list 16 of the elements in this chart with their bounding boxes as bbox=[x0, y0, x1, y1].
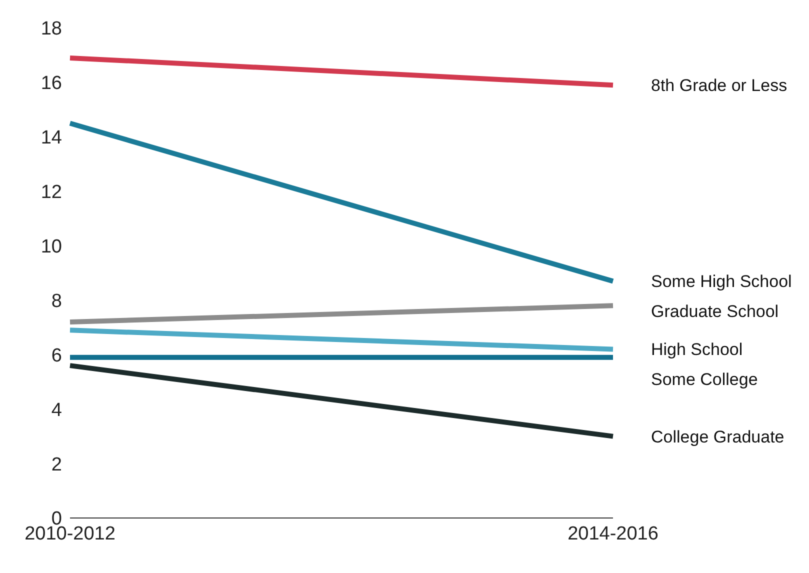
y-tick-label: 2 bbox=[51, 454, 62, 476]
text: Some College bbox=[651, 370, 758, 390]
y-tick-label: 4 bbox=[51, 400, 62, 421]
text: High School bbox=[651, 340, 743, 360]
y-tick-label: 10 bbox=[40, 236, 62, 258]
y-tick-label: 6 bbox=[51, 345, 62, 366]
y-tick-label: 18 bbox=[40, 18, 62, 40]
y-tick-label: 12 bbox=[40, 182, 62, 204]
y-tick-label: 8 bbox=[51, 290, 62, 312]
text: College Graduate bbox=[651, 427, 784, 446]
y-tick-label: 14 bbox=[40, 128, 62, 149]
text: Some High School bbox=[651, 272, 792, 292]
text: Graduate School bbox=[651, 302, 779, 322]
x-tick-label: 2014-2016 bbox=[568, 523, 658, 544]
text: 8th Grade or Less bbox=[651, 76, 788, 96]
y-tick-label: 16 bbox=[40, 73, 62, 94]
